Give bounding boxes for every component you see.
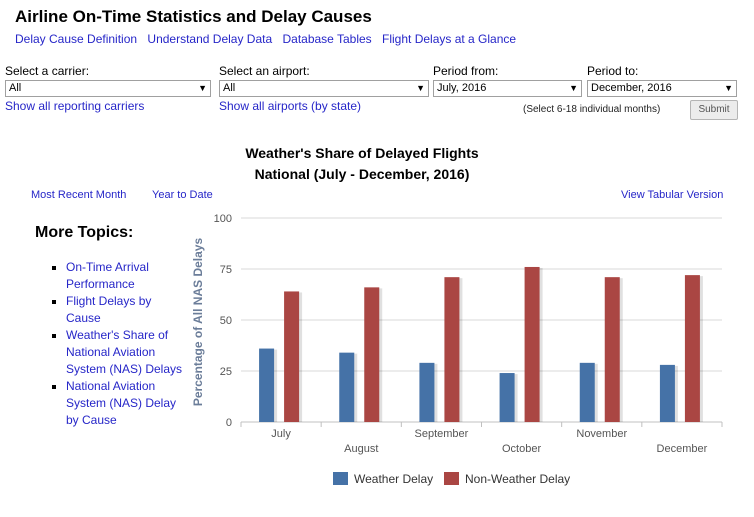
bar-non-weather-delay[interactable] (524, 266, 540, 422)
dropdown-arrow-icon: ▼ (416, 83, 425, 93)
x-axis-ticks: July August September October November Decemb… (240, 422, 723, 455)
dropdown-arrow-icon: ▼ (724, 83, 733, 93)
list-item: National Aviation System (NAS) Delay by … (66, 378, 184, 429)
carrier-select-value: All (9, 82, 22, 94)
bar-weather-delay[interactable] (579, 362, 595, 422)
airport-select-value: All (223, 82, 236, 94)
year-to-date-link[interactable]: Year to Date (152, 189, 213, 201)
more-topics-heading: More Topics: (35, 224, 134, 241)
dropdown-arrow-icon: ▼ (198, 83, 207, 93)
bar-weather-delay[interactable] (259, 348, 275, 422)
y-tick-label: 50 (220, 315, 232, 327)
period-to-select[interactable]: December, 2016 ▼ (587, 80, 737, 97)
y-tick-label: 100 (214, 213, 232, 225)
x-tick-label: December (657, 443, 708, 455)
more-topics-list: On-Time Arrival Performance Flight Delay… (48, 259, 184, 429)
bar-weather-delay[interactable] (659, 364, 675, 422)
period-from-select[interactable]: July, 2016 ▼ (433, 80, 582, 97)
bar-non-weather-delay[interactable] (444, 277, 460, 422)
x-tick-label: September (415, 428, 469, 440)
chart-gridlines (241, 217, 722, 423)
y-tick-label: 25 (220, 366, 232, 378)
nav-link-flight-delays-glance[interactable]: Flight Delays at a Glance (382, 32, 517, 46)
list-item: Weather's Share of National Aviation Sys… (66, 327, 184, 378)
most-recent-month-link[interactable]: Most Recent Month (31, 189, 127, 201)
nav-link-database-tables[interactable]: Database Tables (282, 32, 372, 46)
chart-legend: Weather Delay Non-Weather Delay (333, 472, 570, 486)
bar-weather-delay[interactable] (419, 362, 435, 422)
chart-subtitle: National (July - December, 2016) (254, 166, 470, 182)
top-nav-links: Delay Cause Definition Understand Delay … (15, 32, 523, 46)
bar-non-weather-delay[interactable] (684, 275, 700, 422)
period-from-label: Period from: (433, 64, 499, 78)
period-to-value: December, 2016 (591, 82, 672, 94)
period-to-label: Period to: (587, 64, 639, 78)
airport-label: Select an airport: (219, 64, 310, 78)
bar-weather-delay[interactable] (339, 352, 355, 422)
x-tick-label: November (576, 428, 627, 440)
dropdown-arrow-icon: ▼ (569, 83, 578, 93)
airport-select[interactable]: All ▼ (219, 80, 429, 97)
list-item: Flight Delays by Cause (66, 293, 184, 327)
chart-title: Weather's Share of Delayed Flights (245, 145, 479, 161)
tabular-version-link[interactable]: View Tabular Version (621, 189, 724, 201)
period-hint: (Select 6-18 individual months) (523, 104, 661, 115)
bar-non-weather-delay[interactable] (364, 287, 380, 422)
bar-weather-delay[interactable] (499, 373, 515, 422)
topic-link-nas-delay-cause[interactable]: National Aviation System (NAS) Delay by … (66, 379, 177, 427)
nav-link-understand-delay-data[interactable]: Understand Delay Data (147, 32, 273, 46)
x-tick-label: October (502, 443, 541, 455)
topic-link-weather-share-nas[interactable]: Weather's Share of National Aviation Sys… (66, 328, 183, 376)
legend-swatch (444, 472, 459, 485)
chart-bars (259, 266, 703, 422)
carrier-label: Select a carrier: (5, 64, 90, 78)
bar-non-weather-delay[interactable] (604, 277, 620, 422)
bar-non-weather-delay[interactable] (284, 291, 300, 422)
topic-link-on-time-arrival[interactable]: On-Time Arrival Performance (66, 260, 149, 291)
legend-label[interactable]: Weather Delay (354, 472, 433, 486)
submit-button[interactable]: Submit (690, 100, 738, 120)
y-tick-label: 75 (220, 264, 232, 276)
list-item: On-Time Arrival Performance (66, 259, 184, 293)
legend-swatch (333, 472, 348, 485)
y-tick-label: 0 (226, 417, 232, 429)
show-airports-link[interactable]: Show all airports (by state) (219, 99, 362, 113)
nav-link-delay-cause-definition[interactable]: Delay Cause Definition (15, 32, 138, 46)
page-title: Airline On-Time Statistics and Delay Cau… (15, 7, 372, 26)
y-axis-ticks: 0 25 50 75 100 (214, 213, 232, 429)
topic-link-flight-delays-cause[interactable]: Flight Delays by Cause (66, 294, 152, 325)
legend-label[interactable]: Non-Weather Delay (465, 472, 570, 486)
x-tick-label: July (271, 428, 291, 440)
x-tick-label: August (344, 443, 378, 455)
carrier-select[interactable]: All ▼ (5, 80, 211, 97)
period-from-value: July, 2016 (437, 82, 487, 94)
y-axis-label: Percentage of All NAS Delays (191, 238, 205, 407)
show-carriers-link[interactable]: Show all reporting carriers (5, 99, 145, 113)
